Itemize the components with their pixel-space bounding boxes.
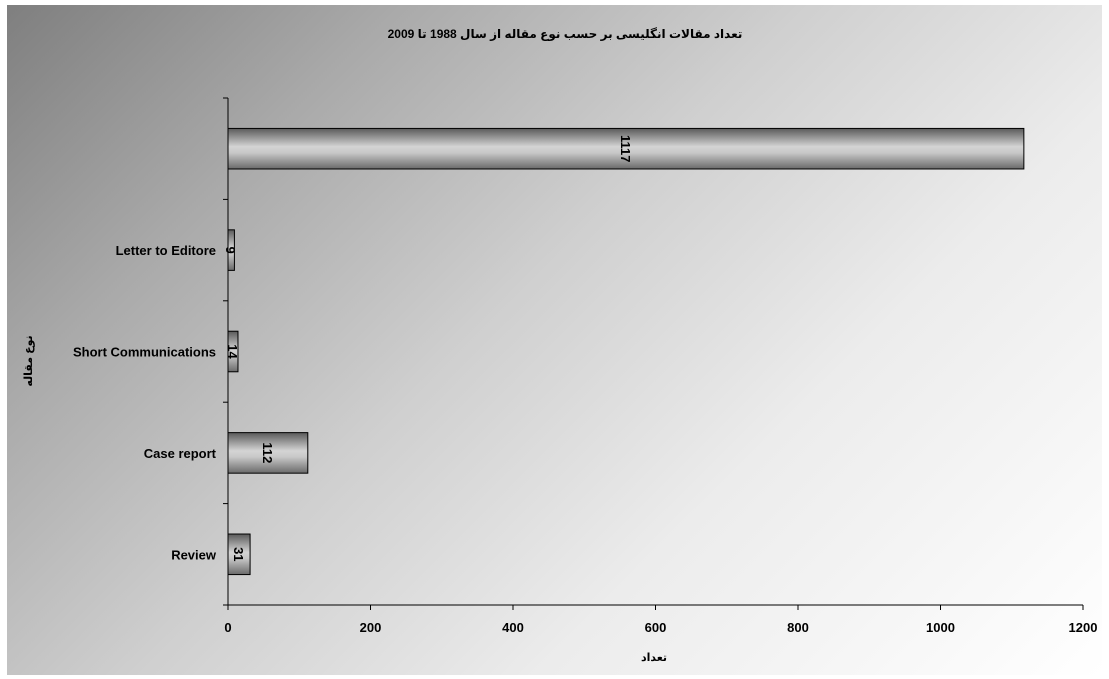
x-tick-label: 1000 [926, 620, 955, 635]
bar-chart: تعداد مقالات انگلیسی بر حسب نوع مقاله از… [23, 27, 1097, 664]
x-tick-label: 0 [224, 620, 231, 635]
y-axis-title: نوع مقاله [23, 335, 35, 386]
bar [227, 229, 235, 271]
data-labels: 31 112 14 9 1117 [223, 135, 633, 562]
x-tick-labels: 0 200 400 600 800 1000 1200 [224, 620, 1097, 635]
chart-area: تعداد مقالات انگلیسی بر حسب نوع مقاله از… [7, 5, 1102, 675]
bar [227, 432, 309, 474]
category-label: Letter to Editore [116, 243, 216, 258]
data-label: 1117 [618, 135, 633, 163]
data-label: 112 [260, 442, 275, 463]
category-label: Short Communications [73, 345, 216, 360]
data-label: 9 [223, 246, 238, 253]
axes [223, 97, 1084, 610]
category-label: Case report [144, 446, 217, 461]
bar [227, 330, 239, 373]
category-label: Review [171, 547, 217, 562]
x-tick-label: 400 [502, 620, 524, 635]
category-labels: Review Case report Short Communications Let… [73, 243, 217, 562]
x-tick-label: 800 [787, 620, 809, 635]
data-label: 31 [231, 547, 246, 561]
bar [227, 533, 251, 576]
x-axis-title: تعداد [641, 652, 667, 664]
data-label: 14 [225, 344, 240, 359]
bar [227, 127, 1025, 170]
x-tick-label: 200 [360, 620, 382, 635]
bars [227, 127, 1025, 576]
chart-title: تعداد مقالات انگلیسی بر حسب نوع مقاله از… [388, 27, 743, 42]
x-tick-label: 1200 [1069, 620, 1098, 635]
x-tick-label: 600 [645, 620, 667, 635]
